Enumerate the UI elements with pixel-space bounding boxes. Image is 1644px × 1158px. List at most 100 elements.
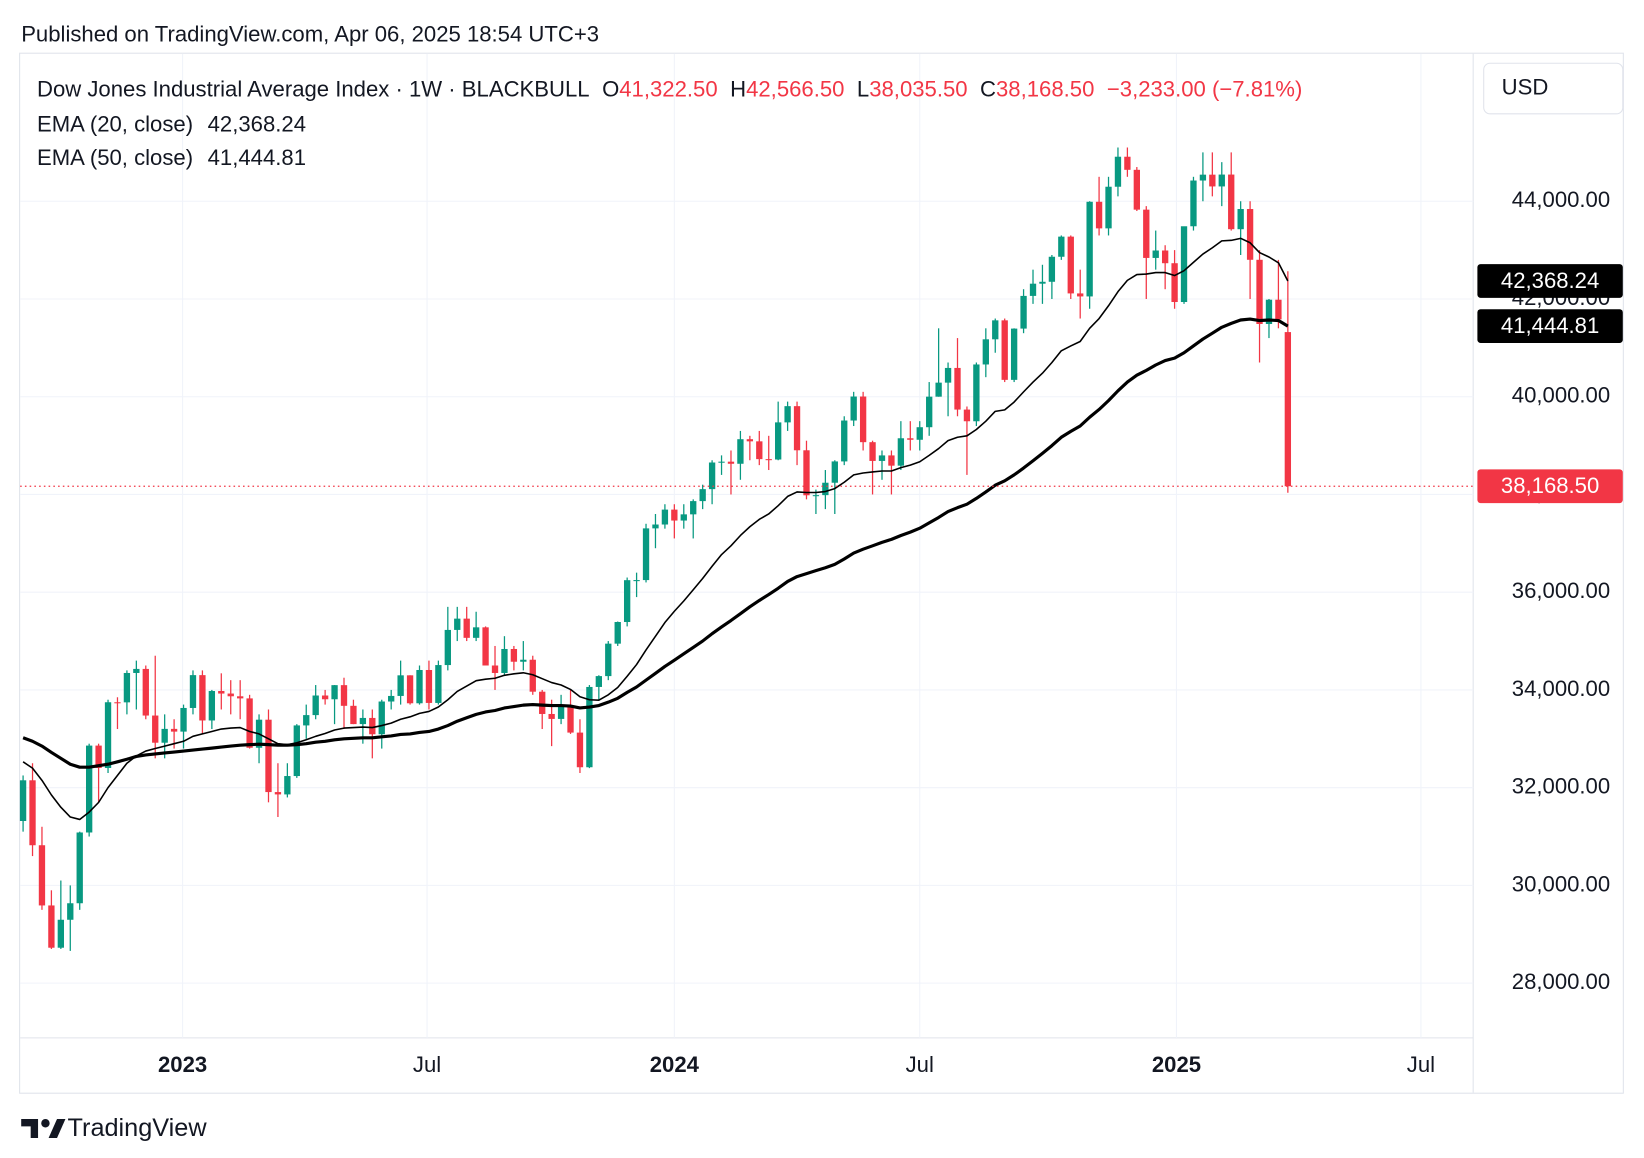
candle-body xyxy=(520,659,527,662)
price-tag xyxy=(1477,309,1623,343)
candle-body xyxy=(1180,226,1188,303)
ohlc-value: 38,168.50 xyxy=(996,76,1094,101)
legend-value: 41,444.81 xyxy=(208,145,306,170)
candle-body xyxy=(274,792,282,795)
candle-body xyxy=(369,717,376,735)
ema-line xyxy=(22,237,1289,821)
y-tick-label: 34,000.00 xyxy=(1512,676,1610,701)
y-tick-label: 28,000.00 xyxy=(1512,969,1610,994)
candle-body xyxy=(557,706,565,719)
candle-body xyxy=(95,745,102,768)
candle-body xyxy=(227,693,234,697)
candle-body xyxy=(312,695,319,716)
candle-body xyxy=(321,695,329,700)
candle-body xyxy=(1265,299,1273,325)
candle-body xyxy=(888,455,895,466)
candle-body xyxy=(246,698,253,748)
candle-body xyxy=(529,659,536,692)
candle-body xyxy=(916,427,923,440)
candle-body xyxy=(595,676,602,687)
candle-body xyxy=(1152,250,1159,258)
candle-body xyxy=(1275,299,1282,320)
logo-mark xyxy=(48,1119,66,1138)
candle-body xyxy=(293,725,300,777)
legend-ema: EMA (20, close) 42,368.24 xyxy=(37,111,306,136)
candle-body xyxy=(19,780,27,821)
axes: 28,000.00 30,000.00 32,000.00 34,000.00 36,0… xyxy=(158,187,1623,1077)
candle-body xyxy=(907,438,914,440)
candle-body xyxy=(926,396,933,428)
candle-body xyxy=(38,845,46,906)
candle-body xyxy=(605,643,612,677)
candle-body xyxy=(397,675,404,696)
candle-body xyxy=(510,648,518,662)
candle-body xyxy=(1284,332,1292,487)
candle-body xyxy=(265,719,272,793)
candle-body xyxy=(199,675,206,721)
candle-body xyxy=(539,691,546,714)
candle-body xyxy=(642,528,650,581)
candle-body xyxy=(1199,174,1207,181)
candle-body xyxy=(152,715,159,743)
x-tick-label: 2024 xyxy=(650,1052,700,1077)
candle-body xyxy=(142,668,149,716)
candle-body xyxy=(1133,169,1140,210)
candle-body xyxy=(775,422,782,460)
x-tick-label: 2023 xyxy=(158,1052,207,1077)
legend-name: EMA (50, close) xyxy=(37,145,193,170)
candle-body xyxy=(1048,256,1056,282)
candle-body xyxy=(859,396,867,443)
y-tick-label: 44,000.00 xyxy=(1512,187,1610,212)
plot-area xyxy=(19,147,1474,951)
symbol: Dow Jones Industrial Average Index · 1W … xyxy=(37,76,590,101)
candle-body xyxy=(218,691,225,694)
candle-body xyxy=(850,396,857,421)
candle-body xyxy=(718,461,725,463)
candle-body xyxy=(1171,263,1178,303)
legend-header: Dow Jones Industrial Average Index · 1W … xyxy=(37,76,1302,101)
candle-body xyxy=(652,524,659,529)
candle-body xyxy=(1237,209,1244,230)
currency[interactable]: USD xyxy=(1502,74,1549,99)
price-tag-label: 38,168.50 xyxy=(1501,473,1599,498)
legend-name: EMA (20, close) xyxy=(37,111,193,136)
candle-body xyxy=(727,461,735,464)
candle-body xyxy=(1161,250,1169,264)
candle-body xyxy=(463,618,470,638)
price-tag xyxy=(1477,469,1623,504)
candle-body xyxy=(416,669,423,704)
logo-mark xyxy=(21,1119,39,1138)
candle-body xyxy=(699,489,706,502)
candle-body xyxy=(1114,156,1122,187)
candle-body xyxy=(359,717,367,725)
candle-body xyxy=(586,686,593,768)
price-tag xyxy=(1477,264,1623,298)
candle-body xyxy=(1124,156,1131,170)
candle-body xyxy=(57,919,65,948)
candle-body xyxy=(29,780,36,846)
candle-body xyxy=(76,832,83,904)
candle-body xyxy=(1086,201,1093,297)
candle-body xyxy=(661,509,669,525)
y-tick-label: 30,000.00 xyxy=(1512,871,1610,896)
y-tick-label: 36,000.00 xyxy=(1512,578,1610,603)
candle-body xyxy=(878,455,886,461)
candle-body xyxy=(491,665,499,673)
candle-body xyxy=(831,461,838,483)
candle-body xyxy=(388,695,395,702)
currency-button[interactable] xyxy=(1483,62,1624,115)
candle-body xyxy=(954,367,961,410)
legend-value: 42,368.24 xyxy=(208,111,306,136)
candle-body xyxy=(1209,174,1216,187)
candle-body xyxy=(1143,209,1150,258)
candle-body xyxy=(284,776,291,795)
candle-body xyxy=(567,706,574,733)
candle-body xyxy=(992,320,999,340)
candle-body xyxy=(482,627,489,666)
x-tick-label: Jul xyxy=(413,1052,441,1077)
brand: TradingView xyxy=(68,1114,208,1142)
candle-body xyxy=(237,696,244,699)
candle-body xyxy=(812,495,820,497)
candle-body xyxy=(1077,293,1084,297)
